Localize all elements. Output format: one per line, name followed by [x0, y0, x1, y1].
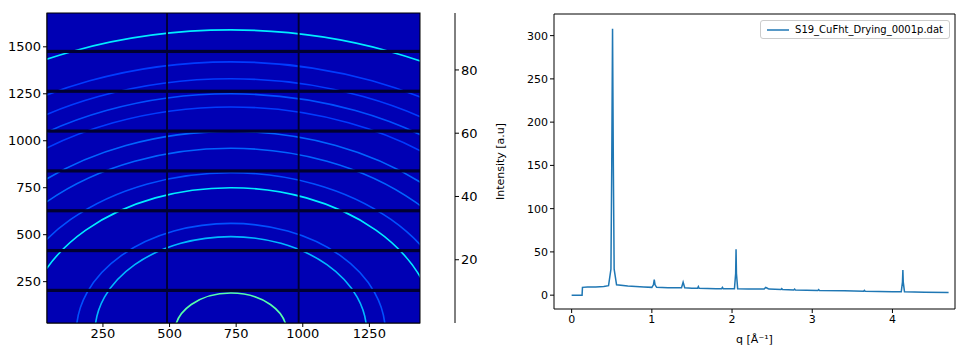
svg-text:250: 250: [16, 274, 41, 289]
svg-text:20: 20: [461, 252, 478, 267]
svg-text:80: 80: [461, 63, 478, 78]
svg-text:4: 4: [889, 313, 896, 326]
svg-text:1: 1: [648, 313, 655, 326]
svg-text:1000: 1000: [286, 326, 319, 341]
svg-text:500: 500: [16, 227, 41, 242]
svg-text:1000: 1000: [8, 133, 41, 148]
svg-text:150: 150: [527, 159, 548, 172]
svg-text:200: 200: [527, 116, 548, 129]
svg-text:300: 300: [527, 30, 548, 43]
svg-text:1250: 1250: [8, 86, 41, 101]
html-text:S19_CuFht_Drying_0001p.dat: S19_CuFht_Drying_0001p.dat: [795, 24, 943, 35]
svg-text:1250: 1250: [353, 326, 386, 341]
svg-text:2: 2: [729, 313, 736, 326]
svg-text:0: 0: [541, 289, 548, 302]
svg-text:60: 60: [461, 126, 478, 141]
svg-text:750: 750: [224, 326, 249, 341]
svg-text:40: 40: [461, 189, 478, 204]
svg-text:250: 250: [527, 73, 548, 86]
svg-text:0: 0: [568, 313, 575, 326]
svg-text:Intensity [a.u]: Intensity [a.u]: [494, 123, 507, 200]
svg-text:100: 100: [527, 203, 548, 216]
svg-text:3: 3: [809, 313, 816, 326]
svg-text:50: 50: [534, 246, 548, 259]
svg-text:250: 250: [91, 326, 116, 341]
svg-text:q [Å⁻¹]: q [Å⁻¹]: [736, 333, 773, 345]
svg-text:1500: 1500: [8, 39, 41, 54]
svg-text:500: 500: [157, 326, 182, 341]
svg-text:750: 750: [16, 180, 41, 195]
